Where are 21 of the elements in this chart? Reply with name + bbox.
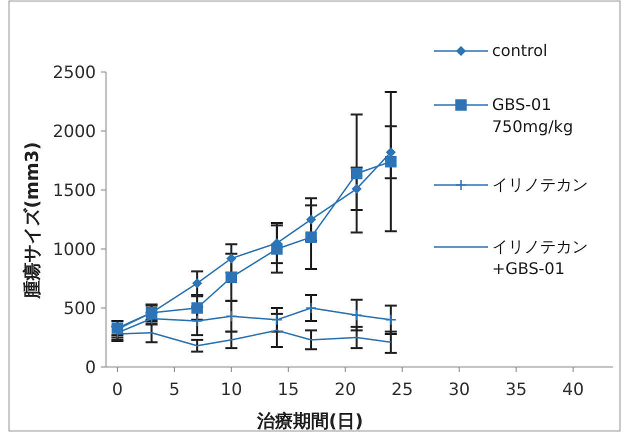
y-tick-label: 1500 — [52, 181, 96, 201]
legend-label: control — [492, 40, 548, 62]
y-tick-label: 2000 — [52, 122, 96, 142]
x-tick-label: 10 — [220, 380, 242, 400]
x-axis-title: 治療期間(日) — [256, 411, 364, 432]
y-tick-label: 0 — [85, 358, 96, 378]
x-tick-label: 15 — [277, 380, 300, 400]
y-axis-title: 腫瘍サイズ(mm3) — [22, 142, 43, 300]
y-tick-label: 500 — [64, 299, 96, 319]
x-tick-label: 25 — [391, 380, 414, 400]
y-tick-label: 2500 — [52, 63, 96, 83]
x-tick-label: 30 — [448, 380, 470, 400]
y-tick-label: 1000 — [52, 240, 96, 260]
legend-label: イリノテカン — [492, 174, 589, 196]
legend-label: GBS-01 750mg/kg — [492, 94, 574, 138]
x-tick-label: 0 — [112, 380, 123, 400]
x-tick-label: 5 — [168, 380, 180, 400]
x-tick-label: 40 — [562, 380, 584, 400]
x-tick-label: 20 — [334, 380, 356, 400]
x-tick-label: 35 — [505, 380, 527, 400]
legend-label: イリノテカン +GBS-01 — [492, 236, 589, 280]
